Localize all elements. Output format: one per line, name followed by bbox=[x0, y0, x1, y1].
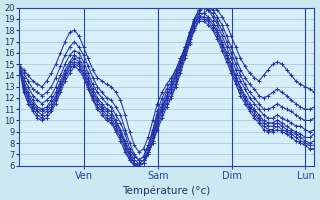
X-axis label: Température (°c): Température (°c) bbox=[123, 185, 211, 196]
